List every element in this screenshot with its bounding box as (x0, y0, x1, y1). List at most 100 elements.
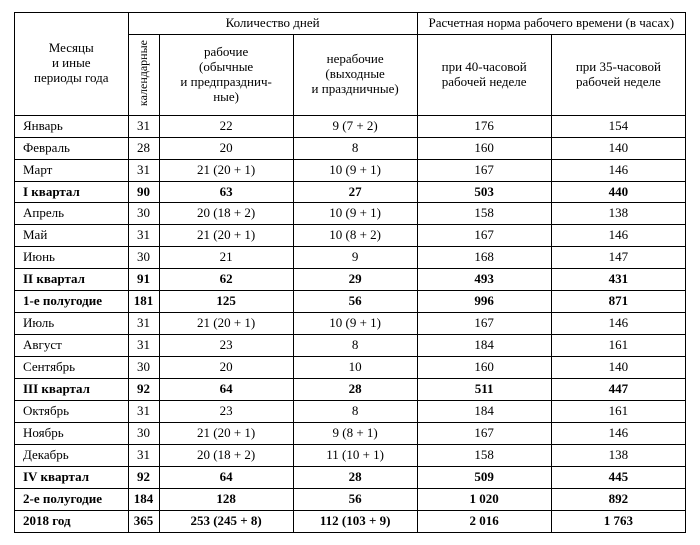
cell-nonworking: 29 (293, 269, 417, 291)
cell-period: Май (15, 225, 129, 247)
cell-nonworking: 10 (9 + 1) (293, 203, 417, 225)
table-row: Июль3121 (20 + 1)10 (9 + 1)167146 (15, 313, 686, 335)
cell-40h: 184 (417, 335, 551, 357)
cell-35h: 146 (551, 422, 685, 444)
header-35h: при 35-часовойрабочей неделе (551, 34, 685, 115)
cell-period: Февраль (15, 137, 129, 159)
table-row: Октябрь31238184161 (15, 400, 686, 422)
cell-nonworking: 9 (293, 247, 417, 269)
cell-working: 23 (159, 400, 293, 422)
table-header: Месяцыи иныепериоды года Количество дней… (15, 13, 686, 116)
cell-35h: 892 (551, 488, 685, 510)
cell-40h: 160 (417, 357, 551, 379)
cell-working: 125 (159, 291, 293, 313)
cell-calendar: 30 (128, 357, 159, 379)
cell-calendar: 31 (128, 225, 159, 247)
table-row: IV квартал926428509445 (15, 466, 686, 488)
cell-working: 20 (159, 137, 293, 159)
cell-35h: 138 (551, 203, 685, 225)
cell-nonworking: 56 (293, 291, 417, 313)
cell-35h: 140 (551, 357, 685, 379)
table-row: 1-е полугодие18112556996871 (15, 291, 686, 313)
cell-35h: 146 (551, 159, 685, 181)
cell-period: 1-е полугодие (15, 291, 129, 313)
cell-calendar: 30 (128, 422, 159, 444)
cell-40h: 168 (417, 247, 551, 269)
cell-40h: 996 (417, 291, 551, 313)
cell-40h: 1 020 (417, 488, 551, 510)
table-row: Январь31229 (7 + 2)176154 (15, 115, 686, 137)
cell-period: IV квартал (15, 466, 129, 488)
cell-working: 21 (159, 247, 293, 269)
cell-calendar: 30 (128, 247, 159, 269)
cell-period: Октябрь (15, 400, 129, 422)
table-row: I квартал906327503440 (15, 181, 686, 203)
cell-working: 253 (245 + 8) (159, 510, 293, 532)
cell-40h: 160 (417, 137, 551, 159)
table-body: Январь31229 (7 + 2)176154Февраль28208160… (15, 115, 686, 532)
cell-40h: 2 016 (417, 510, 551, 532)
cell-nonworking: 28 (293, 378, 417, 400)
table-row: Декабрь3120 (18 + 2)11 (10 + 1)158138 (15, 444, 686, 466)
cell-working: 23 (159, 335, 293, 357)
cell-35h: 440 (551, 181, 685, 203)
cell-35h: 154 (551, 115, 685, 137)
cell-35h: 161 (551, 400, 685, 422)
cell-working: 128 (159, 488, 293, 510)
cell-working: 62 (159, 269, 293, 291)
cell-working: 21 (20 + 1) (159, 225, 293, 247)
cell-nonworking: 9 (7 + 2) (293, 115, 417, 137)
cell-35h: 161 (551, 335, 685, 357)
table-row: II квартал916229493431 (15, 269, 686, 291)
cell-calendar: 92 (128, 466, 159, 488)
cell-period: I квартал (15, 181, 129, 203)
cell-35h: 138 (551, 444, 685, 466)
table-row: 2-е полугодие184128561 020892 (15, 488, 686, 510)
cell-working: 21 (20 + 1) (159, 422, 293, 444)
cell-nonworking: 8 (293, 335, 417, 357)
cell-40h: 176 (417, 115, 551, 137)
cell-calendar: 31 (128, 400, 159, 422)
header-40h: при 40-часовойрабочей неделе (417, 34, 551, 115)
cell-period: Апрель (15, 203, 129, 225)
cell-35h: 140 (551, 137, 685, 159)
cell-nonworking: 11 (10 + 1) (293, 444, 417, 466)
table-row: Август31238184161 (15, 335, 686, 357)
cell-working: 20 (18 + 2) (159, 203, 293, 225)
cell-35h: 447 (551, 378, 685, 400)
cell-nonworking: 112 (103 + 9) (293, 510, 417, 532)
table-row: Апрель3020 (18 + 2)10 (9 + 1)158138 (15, 203, 686, 225)
cell-period: Ноябрь (15, 422, 129, 444)
cell-period: Август (15, 335, 129, 357)
cell-40h: 503 (417, 181, 551, 203)
table-row: Июнь30219168147 (15, 247, 686, 269)
cell-period: 2-е полугодие (15, 488, 129, 510)
cell-working: 22 (159, 115, 293, 137)
cell-calendar: 28 (128, 137, 159, 159)
cell-nonworking: 9 (8 + 1) (293, 422, 417, 444)
cell-period: Декабрь (15, 444, 129, 466)
cell-40h: 184 (417, 400, 551, 422)
cell-calendar: 365 (128, 510, 159, 532)
cell-period: Январь (15, 115, 129, 137)
cell-calendar: 31 (128, 335, 159, 357)
cell-working: 21 (20 + 1) (159, 159, 293, 181)
header-working: рабочие(обычныеи предпразднич-ные) (159, 34, 293, 115)
cell-working: 20 (18 + 2) (159, 444, 293, 466)
cell-calendar: 31 (128, 115, 159, 137)
header-norm-group: Расчетная норма рабочего времени (в часа… (417, 13, 685, 35)
cell-period: II квартал (15, 269, 129, 291)
table-row: Март3121 (20 + 1)10 (9 + 1)167146 (15, 159, 686, 181)
cell-35h: 146 (551, 225, 685, 247)
cell-35h: 871 (551, 291, 685, 313)
cell-working: 64 (159, 378, 293, 400)
cell-nonworking: 10 (8 + 2) (293, 225, 417, 247)
cell-35h: 445 (551, 466, 685, 488)
calendar-table: Месяцыи иныепериоды года Количество дней… (14, 12, 686, 533)
header-calendar: календарные (128, 34, 159, 115)
cell-nonworking: 8 (293, 400, 417, 422)
cell-35h: 146 (551, 313, 685, 335)
cell-calendar: 31 (128, 159, 159, 181)
cell-nonworking: 56 (293, 488, 417, 510)
cell-40h: 493 (417, 269, 551, 291)
